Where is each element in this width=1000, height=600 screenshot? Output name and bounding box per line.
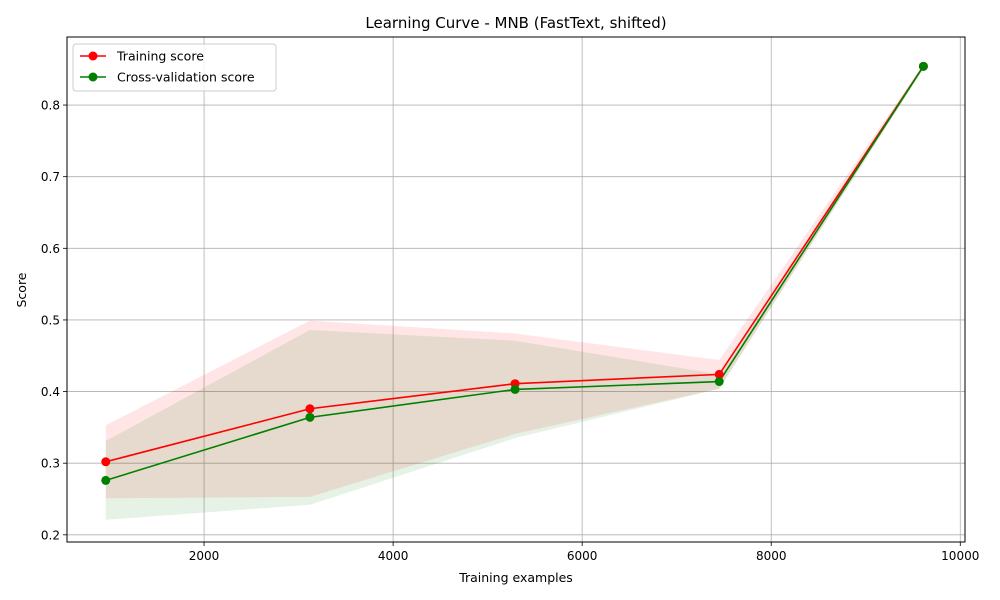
x-tick-label: 2000 bbox=[189, 549, 220, 563]
y-tick-label: 0.8 bbox=[41, 99, 60, 113]
y-tick-label: 0.2 bbox=[41, 528, 60, 542]
x-tick-label: 4000 bbox=[378, 549, 409, 563]
x-tick-label: 8000 bbox=[756, 549, 787, 563]
legend: Training score Cross-validation score bbox=[72, 43, 277, 92]
legend-box bbox=[72, 43, 277, 92]
cross-validation-score-point bbox=[714, 377, 724, 387]
chart-title: Learning Curve - MNB (FastText, shifted) bbox=[365, 14, 666, 32]
cross-validation-score-point bbox=[510, 384, 520, 394]
plot-area-frame bbox=[66, 36, 966, 543]
y-tick-label: 0.4 bbox=[41, 385, 60, 399]
y-tick-label: 0.5 bbox=[41, 313, 60, 327]
y-tick-label: 0.3 bbox=[41, 457, 60, 471]
training-score-point bbox=[305, 404, 315, 414]
training-score-band bbox=[105, 64, 924, 499]
x-axis-label: Training examples bbox=[458, 570, 573, 585]
grid-lines bbox=[67, 37, 965, 542]
cross-validation-score-point bbox=[101, 475, 111, 485]
y-axis-ticks: 0.2 0.3 0.4 0.5 0.6 0.7 0.8 bbox=[41, 99, 67, 542]
x-axis-ticks: 2000 4000 6000 8000 10000 bbox=[189, 542, 979, 563]
legend-label-cross-validation-score: Cross-validation score bbox=[117, 70, 255, 85]
x-tick-label: 6000 bbox=[567, 549, 598, 563]
cross-validation-score-point bbox=[305, 412, 315, 422]
y-tick-label: 0.6 bbox=[41, 242, 60, 256]
legend-marker-training-score-point bbox=[88, 51, 98, 61]
legend-marker-cross-validation-score-point bbox=[88, 72, 98, 82]
legend-label-training-score: Training score bbox=[116, 49, 204, 64]
series-points bbox=[101, 61, 928, 485]
y-axis-label: Score bbox=[14, 272, 29, 307]
training-score-point bbox=[714, 369, 724, 379]
x-tick-label: 10000 bbox=[941, 549, 979, 563]
y-tick-label: 0.7 bbox=[41, 170, 60, 184]
training-score-point bbox=[101, 457, 111, 467]
cross-validation-score-point bbox=[918, 61, 928, 71]
